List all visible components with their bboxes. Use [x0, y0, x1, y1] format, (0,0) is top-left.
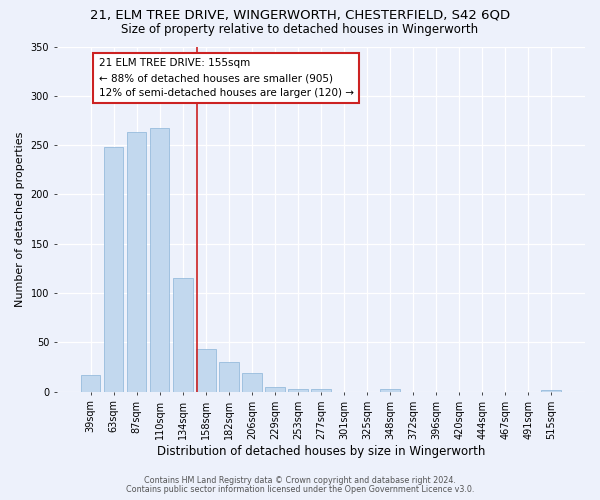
Bar [196, 350, 215, 392]
Y-axis label: Number of detached properties: Number of detached properties [15, 132, 25, 307]
Bar [311, 389, 331, 392]
Text: Contains HM Land Registry data © Crown copyright and database right 2024.: Contains HM Land Registry data © Crown c… [144, 476, 456, 485]
Bar [104, 147, 124, 392]
X-axis label: Distribution of detached houses by size in Wingerworth: Distribution of detached houses by size … [157, 444, 485, 458]
Bar [541, 390, 561, 392]
Bar [219, 362, 239, 392]
Text: 21, ELM TREE DRIVE, WINGERWORTH, CHESTERFIELD, S42 6QD: 21, ELM TREE DRIVE, WINGERWORTH, CHESTER… [90, 9, 510, 22]
Bar [173, 278, 193, 392]
Bar [127, 132, 146, 392]
Bar [81, 375, 100, 392]
Bar [150, 128, 169, 392]
Bar [288, 389, 308, 392]
Bar [380, 389, 400, 392]
Bar [265, 387, 284, 392]
Text: Contains public sector information licensed under the Open Government Licence v3: Contains public sector information licen… [126, 485, 474, 494]
Bar [242, 373, 262, 392]
Text: Size of property relative to detached houses in Wingerworth: Size of property relative to detached ho… [121, 22, 479, 36]
Text: 21 ELM TREE DRIVE: 155sqm
← 88% of detached houses are smaller (905)
12% of semi: 21 ELM TREE DRIVE: 155sqm ← 88% of detac… [98, 58, 353, 98]
